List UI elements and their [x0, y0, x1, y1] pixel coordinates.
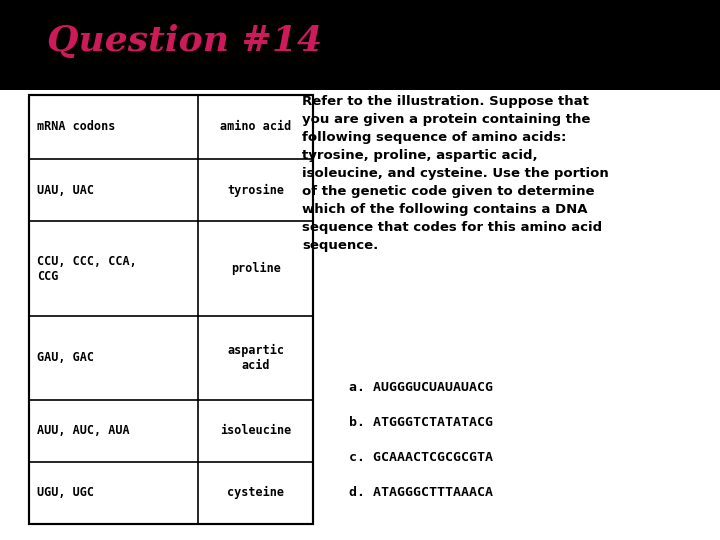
Text: isoleucine: isoleucine [220, 424, 291, 437]
Text: aspartic
acid: aspartic acid [227, 343, 284, 372]
Text: UAU, UAC: UAU, UAC [37, 184, 94, 197]
Text: cysteine: cysteine [227, 486, 284, 500]
Text: UGU, UGC: UGU, UGC [37, 486, 94, 500]
Bar [29, 94, 313, 524]
Bar [29, 94, 313, 524]
Text: b. ATGGGTCTATATACG: b. ATGGGTCTATATACG [349, 416, 493, 429]
Text: d. ATAGGGCTTTAAACA: d. ATAGGGCTTTAAACA [349, 486, 493, 499]
Text: amino acid: amino acid [220, 120, 291, 133]
Text: mRNA codons: mRNA codons [37, 120, 116, 133]
Text: AUU, AUC, AUA: AUU, AUC, AUA [37, 424, 130, 437]
Text: CCU, CCC, CCA,
CCG: CCU, CCC, CCA, CCG [37, 255, 138, 282]
Bar [0, 90, 720, 540]
Text: a. AUGGGUCUAUAUACG: a. AUGGGUCUAUAUACG [349, 381, 493, 394]
Bar [0, 0, 720, 90]
Text: tyrosine: tyrosine [227, 184, 284, 197]
Text: c. GCAAACTCGCGCGTA: c. GCAAACTCGCGCGTA [349, 451, 493, 464]
Text: proline: proline [230, 262, 281, 275]
Text: GAU, GAC: GAU, GAC [37, 351, 94, 364]
Text: Refer to the illustration. Suppose that
you are given a protein containing the
f: Refer to the illustration. Suppose that … [302, 94, 609, 252]
Text: Question #14: Question #14 [47, 24, 322, 58]
